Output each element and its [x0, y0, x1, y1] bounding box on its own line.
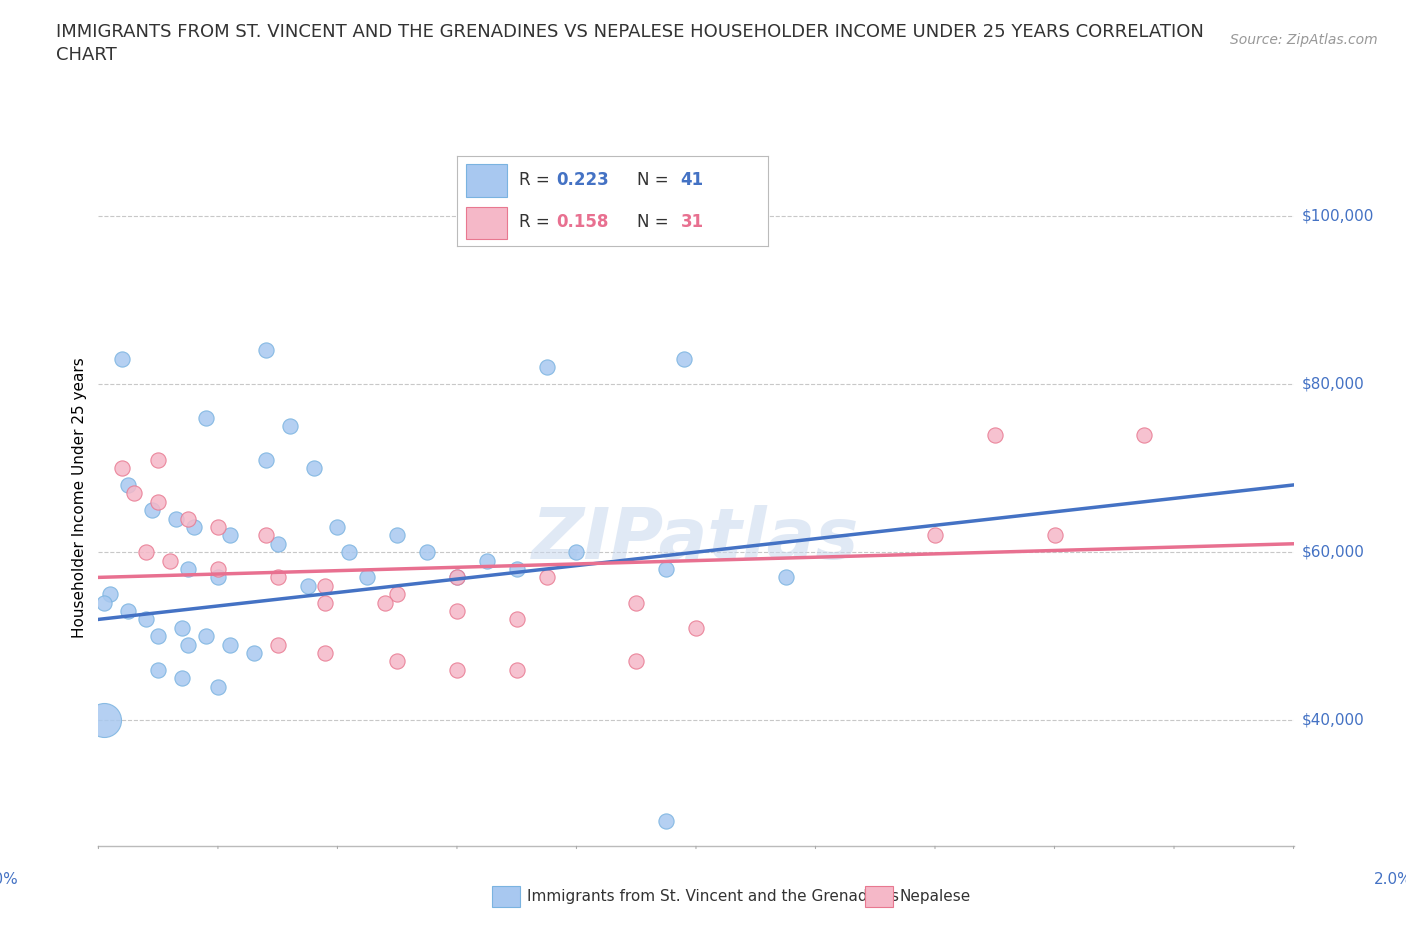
Point [207, 520, 229, 535]
Point [254, 452, 277, 467]
Point [446, 662, 468, 677]
Point [326, 520, 349, 535]
Point [194, 410, 217, 425]
Point [475, 553, 498, 568]
Point [314, 645, 337, 660]
Point [207, 562, 229, 577]
Point [111, 352, 134, 366]
Point [506, 612, 529, 627]
Point [93, 595, 115, 610]
Point [624, 654, 647, 669]
Point [117, 477, 139, 492]
Point [254, 343, 277, 358]
Point [267, 570, 290, 585]
Point [385, 528, 409, 543]
Text: Source: ZipAtlas.com: Source: ZipAtlas.com [1230, 33, 1378, 46]
Point [93, 712, 115, 727]
Point [135, 612, 157, 627]
Point [148, 629, 170, 644]
Text: Nepalese: Nepalese [900, 889, 972, 904]
Point [297, 578, 319, 593]
Point [983, 427, 1005, 442]
Point [655, 814, 678, 829]
Point [148, 495, 170, 510]
Point [172, 620, 194, 635]
Point [1043, 528, 1066, 543]
Point [254, 528, 277, 543]
Point [111, 460, 134, 475]
Point [165, 512, 187, 526]
Text: $60,000: $60,000 [1302, 545, 1365, 560]
Text: ZIPatlas: ZIPatlas [533, 505, 859, 574]
Point [159, 553, 181, 568]
Point [135, 545, 157, 560]
Point [124, 485, 146, 500]
Point [446, 604, 468, 618]
Point [194, 629, 217, 644]
Point [302, 460, 325, 475]
Point [506, 562, 529, 577]
Text: $100,000: $100,000 [1302, 208, 1374, 223]
Point [374, 595, 396, 610]
Point [267, 537, 290, 551]
Point [655, 562, 678, 577]
Text: $40,000: $40,000 [1302, 712, 1365, 728]
Point [685, 620, 707, 635]
Text: CHART: CHART [56, 46, 117, 64]
Point [314, 595, 337, 610]
Point [536, 570, 558, 585]
Point [207, 679, 229, 694]
Text: Immigrants from St. Vincent and the Grenadines: Immigrants from St. Vincent and the Gren… [527, 889, 900, 904]
Point [446, 570, 468, 585]
Point [177, 637, 200, 652]
Text: $80,000: $80,000 [1302, 377, 1365, 392]
Point [177, 562, 200, 577]
Point [177, 512, 200, 526]
Point [1133, 427, 1156, 442]
Point [183, 520, 205, 535]
Point [219, 528, 242, 543]
Y-axis label: Householder Income Under 25 years: Householder Income Under 25 years [72, 357, 87, 638]
Point [385, 654, 409, 669]
Point [148, 662, 170, 677]
Point [219, 637, 242, 652]
Text: IMMIGRANTS FROM ST. VINCENT AND THE GRENADINES VS NEPALESE HOUSEHOLDER INCOME UN: IMMIGRANTS FROM ST. VINCENT AND THE GREN… [56, 23, 1204, 41]
Point [337, 545, 360, 560]
Point [385, 587, 409, 602]
Point [506, 662, 529, 677]
Point [242, 645, 264, 660]
Point [172, 671, 194, 685]
Point [536, 360, 558, 375]
Point [673, 352, 696, 366]
Point [356, 570, 378, 585]
Text: 2.0%: 2.0% [1374, 871, 1406, 886]
Point [416, 545, 439, 560]
Point [207, 570, 229, 585]
Text: 0.0%: 0.0% [0, 871, 18, 886]
Point [446, 570, 468, 585]
Point [278, 418, 301, 433]
Point [924, 528, 946, 543]
Point [141, 503, 163, 518]
Point [98, 587, 122, 602]
Point [148, 452, 170, 467]
Point [565, 545, 588, 560]
Point [267, 637, 290, 652]
Point [624, 595, 647, 610]
Point [314, 578, 337, 593]
Point [117, 604, 139, 618]
Point [775, 570, 797, 585]
